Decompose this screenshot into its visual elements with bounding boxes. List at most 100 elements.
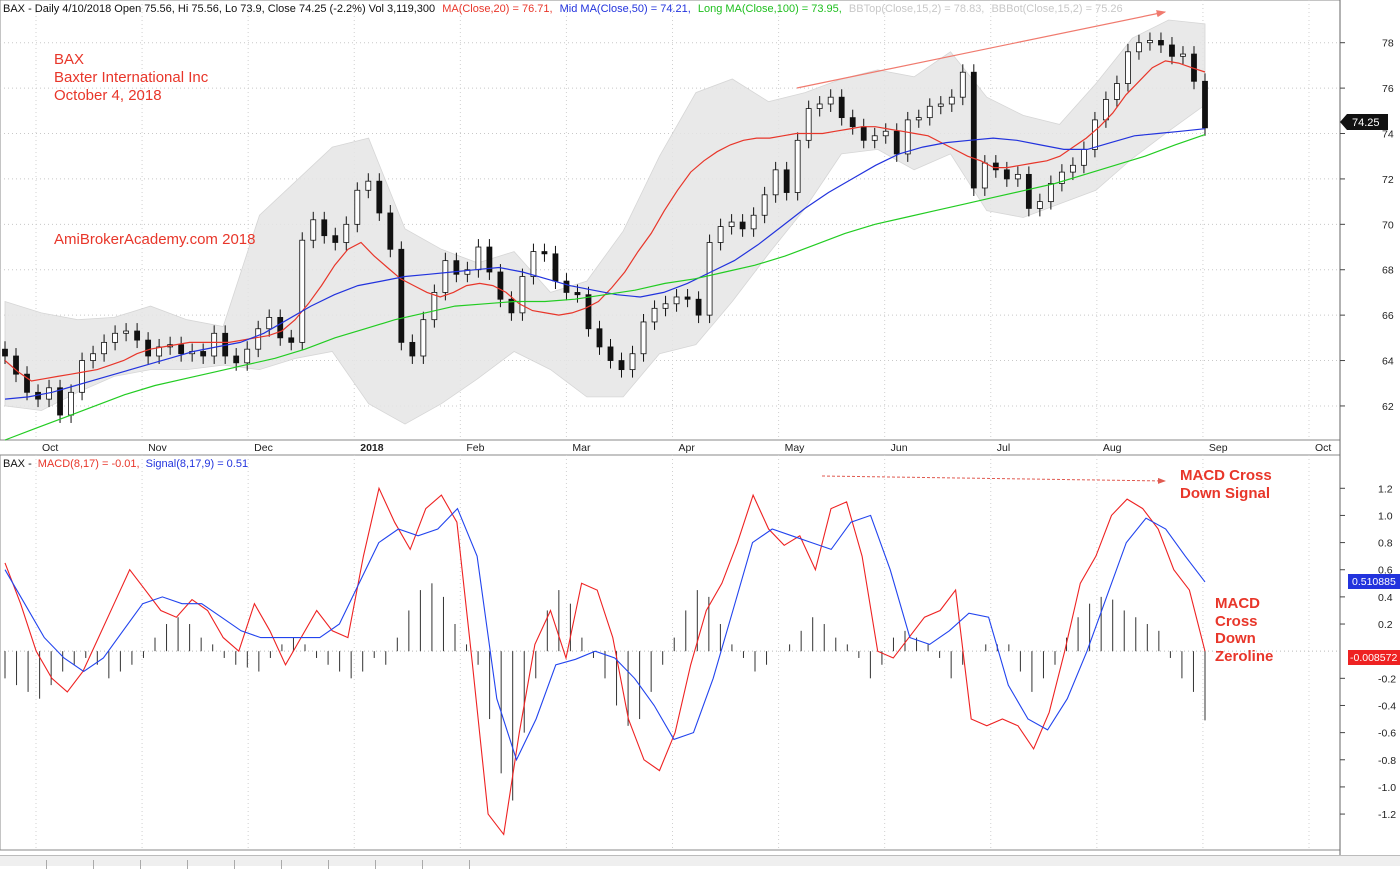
ma100-line [4,134,1206,441]
candle-body [123,330,130,334]
candle-body [1169,44,1175,57]
date-tick-label: Nov [148,442,167,454]
candle-body [508,298,515,314]
candle-body [706,242,713,316]
candle-body [1025,173,1032,209]
candle-body [695,298,702,316]
price-tick-label: 62 [1382,401,1394,413]
candle-body [519,276,526,314]
macd-tick-label: -1.0 [1378,782,1396,794]
candle-body [233,355,240,364]
candle-body [376,180,383,214]
annotation-zero-1: MACD [1215,595,1260,612]
date-tick-label: Sep [1209,442,1228,454]
candle-body [420,319,427,357]
candle-body [343,223,350,243]
date-tick-label: Dec [254,442,273,454]
candle-body [1180,53,1186,57]
candle-body [156,346,163,357]
signal-line [4,507,1206,762]
ma50-line [4,128,1206,400]
candle-body [178,344,185,355]
candle-body [640,321,647,355]
candle-body [211,332,218,357]
price-tick-label: 64 [1382,356,1394,368]
date-tick-label: Oct [42,442,58,454]
signal-value-label: 0.510885 [1352,576,1396,588]
candle-body [255,328,262,350]
candle-body [871,135,878,141]
macd-histogram [4,583,1206,801]
candle-body [783,169,790,193]
candle-body [277,317,284,339]
candle-body [1058,171,1065,184]
candlesticks [2,32,1208,423]
candle-body [1080,149,1087,166]
candle-body [1036,201,1043,209]
macd-tick-label: 1.2 [1378,483,1393,495]
candle-body [651,307,658,323]
candle-body [13,355,19,375]
price-trend-arrow [796,10,1167,89]
candle-body [431,292,438,321]
moving-average-lines [4,60,1206,441]
macd-header-prefix: BAX - [3,458,32,470]
macd-tick-label: -0.8 [1378,755,1396,767]
annotation-cross-signal-2: Down Signal [1180,485,1270,502]
price-tick-label: 76 [1382,83,1394,95]
candle-body [1014,173,1021,180]
candle-body [387,212,394,250]
header-bbbot: BBBot(Close,15,2) = 75.26 [991,3,1122,15]
header-bbtop: BBTop(Close,15,2) = 78.83, [849,3,984,15]
candle-body [530,251,537,277]
candle-body [1136,42,1142,53]
candle-body [607,346,614,361]
macd-tick-label: 0.2 [1378,619,1393,631]
candle-body [585,294,592,330]
candle-body [409,341,416,357]
price-header: BAX - Daily 4/10/2018 Open 75.56, Hi 75.… [3,3,1123,15]
candle-body [1202,80,1208,129]
date-axis: Oct Nov Dec 2018 Feb Mar Apr May Jun Jul Aug Sep Oct [42,442,1331,454]
last-price-label: 74.25 [1352,117,1380,129]
signal-value-box: 0.510885 [1348,574,1400,589]
candle-body [1125,51,1131,84]
candle-body [354,189,361,225]
candle-body [541,251,548,255]
price-tick-label: 70 [1382,219,1394,231]
annotation-cross-signal-1: MACD Cross [1180,467,1272,484]
candle-body [442,260,449,293]
candle-body [57,387,63,416]
candle-body [596,328,603,348]
sheet-tab-bar[interactable] [0,855,1400,869]
price-tick-label: 72 [1382,174,1394,186]
candle-body [970,71,977,189]
candle-body [2,348,8,357]
header-signal: Signal(8,17,9) = 0.51 [146,458,248,470]
candle-body [299,239,306,343]
candle-body [948,96,955,105]
annotation-zero-4: Zeroline [1215,648,1273,665]
macd-line [4,486,1206,836]
candle-body [816,103,823,109]
candle-body [453,260,460,275]
annotation-ticker: BAX [54,51,84,68]
candle-body [288,337,295,343]
annotation-site: AmiBrokerAcademy.com 2018 [54,231,255,248]
annotation-date: October 4, 2018 [54,87,162,104]
candle-body [68,391,74,416]
candle-body [629,353,636,371]
candle-body [552,253,559,282]
candle-body [849,117,856,128]
candle-body [992,162,999,171]
candle-body [497,271,504,300]
annotation-zero-2: Cross [1215,613,1258,630]
candle-body [321,219,328,237]
candle-body [101,341,107,355]
candle-body [134,330,141,341]
macd-tick-label: -0.4 [1378,700,1396,712]
candle-body [244,348,251,364]
candle-body [332,235,339,243]
candle-body [398,248,405,343]
candle-body [728,221,735,227]
